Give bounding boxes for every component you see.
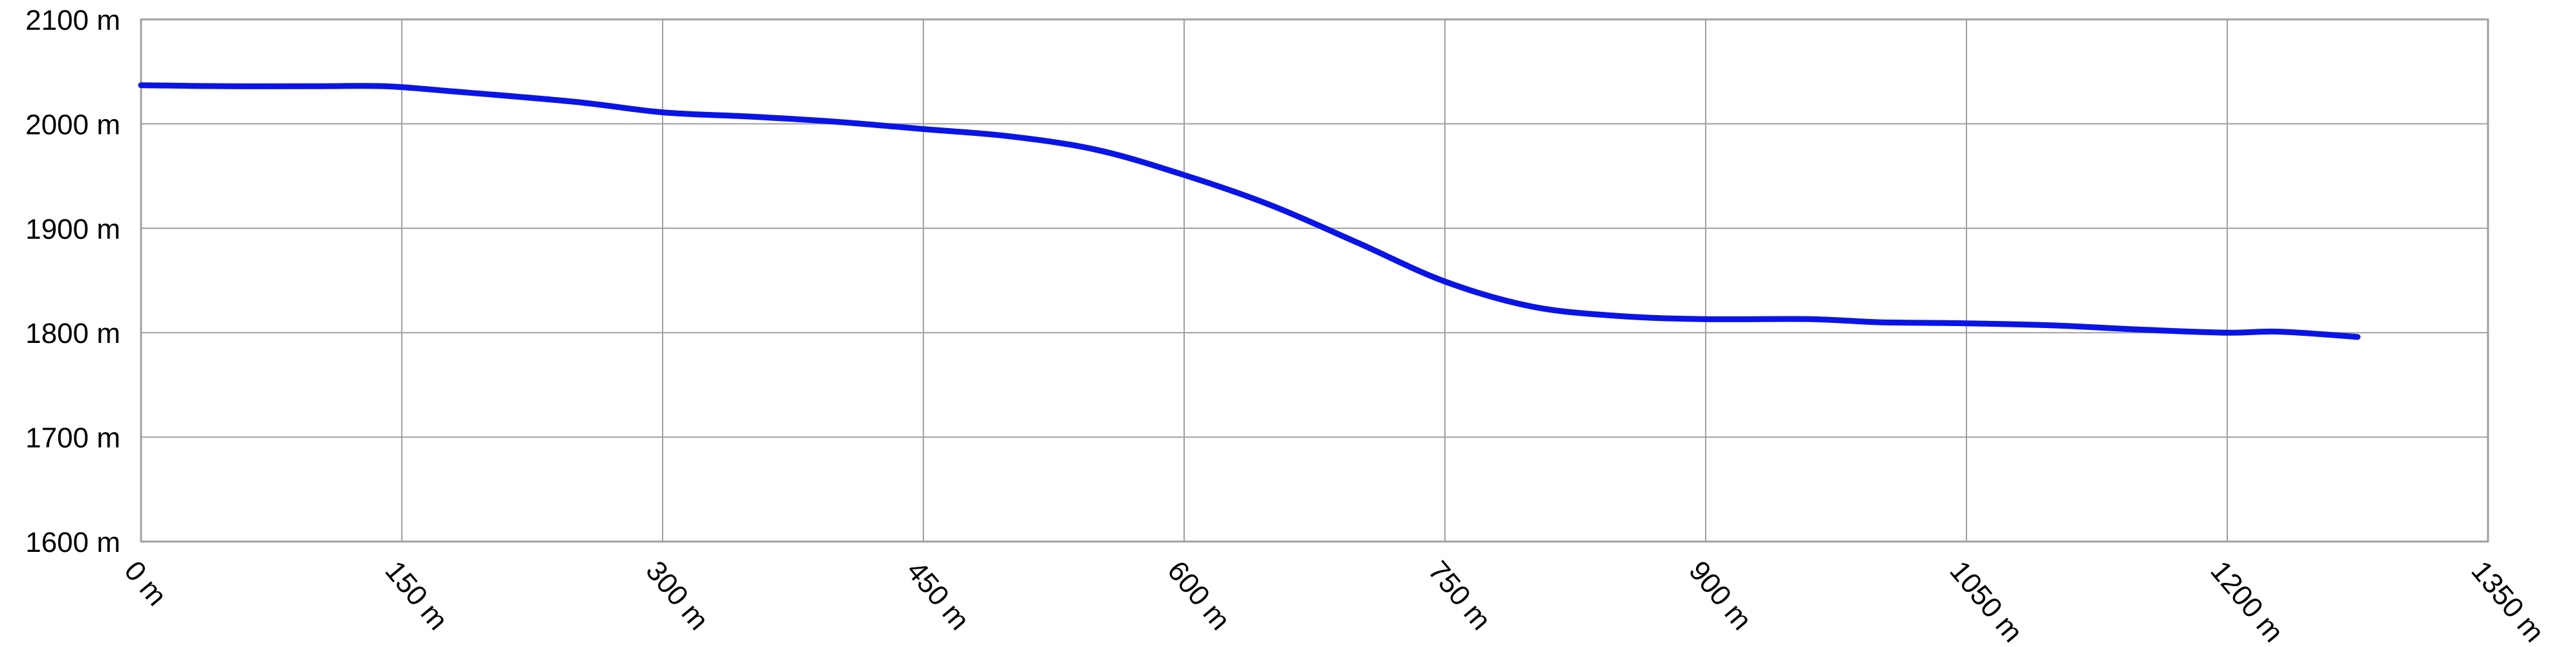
y-tick-label: 1600 m bbox=[25, 527, 120, 558]
x-tick-label: 750 m bbox=[1422, 555, 1497, 636]
x-tick-label: 0 m bbox=[118, 555, 173, 612]
x-tick-label: 450 m bbox=[900, 555, 975, 636]
y-tick-label: 2000 m bbox=[25, 109, 120, 140]
x-tick-label: 1050 m bbox=[1943, 555, 2029, 647]
x-tick-label: 150 m bbox=[379, 555, 454, 636]
elevation-line bbox=[138, 82, 2361, 340]
y-tick-label: 1700 m bbox=[25, 422, 120, 454]
y-axis-tick-labels: 1600 m 1700 m 1800 m 1900 m 2000 m 2100 m bbox=[25, 5, 120, 558]
x-tick-label: 1200 m bbox=[2204, 555, 2289, 647]
x-tick-label: 900 m bbox=[1682, 555, 1757, 636]
x-tick-label: 600 m bbox=[1161, 555, 1236, 636]
x-axis-tick-labels: 0 m 150 m 300 m 450 m 600 m 750 m 900 m 1050 m 1… bbox=[118, 555, 2550, 647]
x-tick-label: 1350 m bbox=[2465, 555, 2550, 647]
y-tick-label: 1900 m bbox=[25, 214, 120, 245]
y-tick-label: 1800 m bbox=[25, 318, 120, 349]
x-tick-label: 300 m bbox=[639, 555, 714, 636]
grid bbox=[140, 19, 2489, 542]
y-tick-label: 2100 m bbox=[25, 5, 120, 36]
plot-frame bbox=[140, 18, 2489, 543]
